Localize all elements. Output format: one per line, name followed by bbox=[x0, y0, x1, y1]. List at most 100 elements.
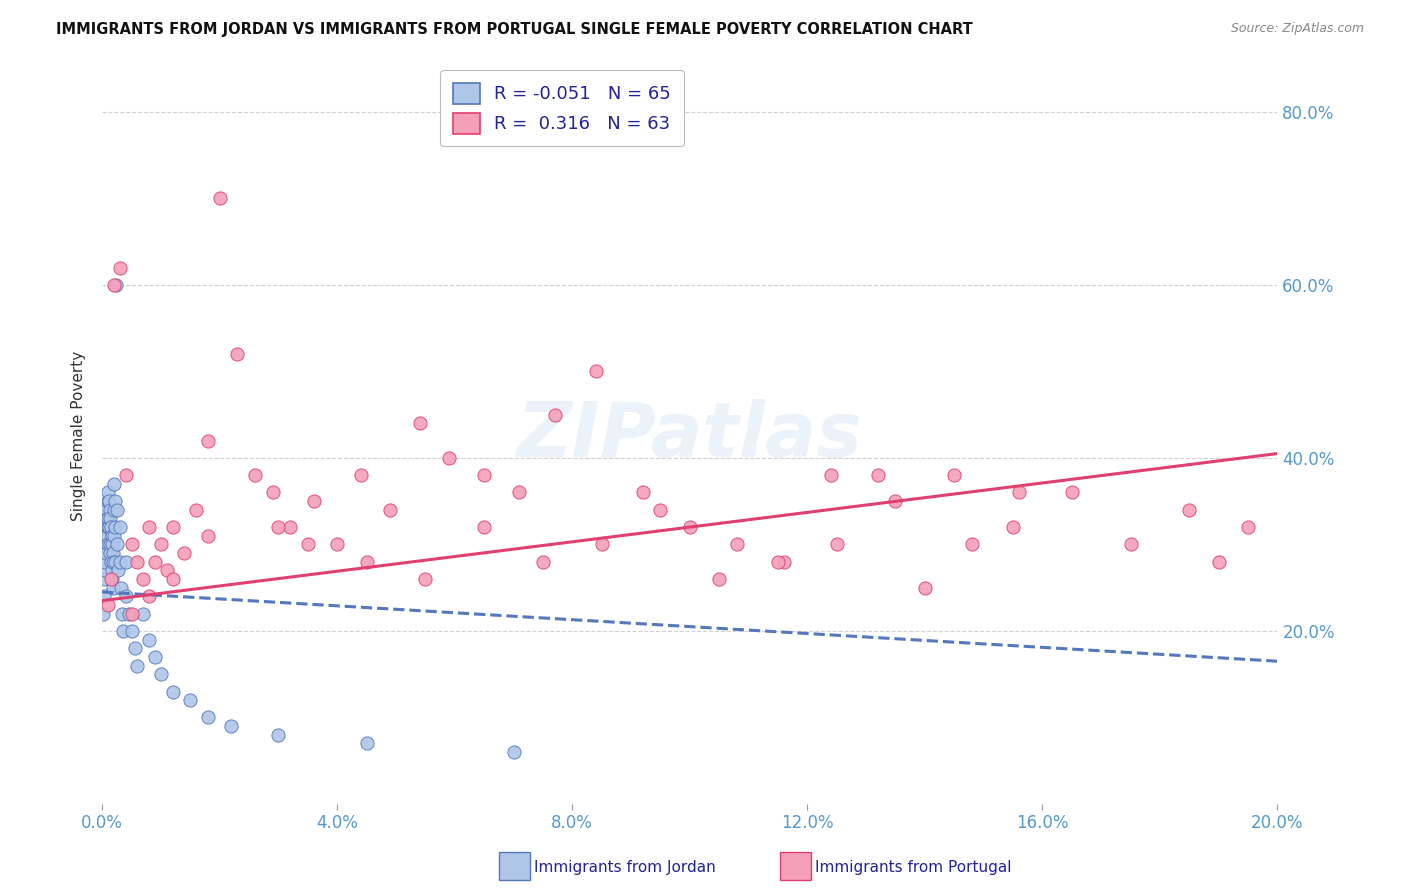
Point bbox=[96, 520, 118, 534]
Point bbox=[278, 520, 301, 534]
Point bbox=[100, 529, 122, 543]
Point bbox=[1208, 555, 1230, 569]
Y-axis label: Single Female Poverty: Single Female Poverty bbox=[72, 351, 86, 522]
Point bbox=[107, 563, 129, 577]
Point bbox=[118, 607, 141, 621]
Point bbox=[591, 537, 613, 551]
Text: ZIPatlas: ZIPatlas bbox=[517, 400, 863, 474]
Point bbox=[267, 520, 290, 534]
Point bbox=[132, 607, 155, 621]
Point bbox=[93, 572, 115, 586]
Point bbox=[267, 728, 290, 742]
Point bbox=[111, 607, 134, 621]
Point bbox=[1237, 520, 1260, 534]
Point bbox=[97, 537, 120, 551]
Text: IMMIGRANTS FROM JORDAN VS IMMIGRANTS FROM PORTUGAL SINGLE FEMALE POVERTY CORRELA: IMMIGRANTS FROM JORDAN VS IMMIGRANTS FRO… bbox=[56, 22, 973, 37]
Point bbox=[138, 632, 160, 647]
Point bbox=[197, 529, 219, 543]
Point bbox=[132, 572, 155, 586]
Point bbox=[110, 581, 132, 595]
Point bbox=[94, 511, 117, 525]
Point bbox=[472, 468, 495, 483]
Point bbox=[108, 555, 131, 569]
Point bbox=[103, 555, 125, 569]
Point bbox=[437, 450, 460, 465]
Point bbox=[162, 572, 184, 586]
Point bbox=[114, 468, 136, 483]
Point bbox=[356, 736, 378, 750]
Point bbox=[103, 476, 125, 491]
Point bbox=[543, 408, 565, 422]
Point bbox=[103, 529, 125, 543]
Point bbox=[173, 546, 195, 560]
Point bbox=[297, 537, 319, 551]
Point bbox=[208, 191, 231, 205]
Point bbox=[631, 485, 654, 500]
Point bbox=[100, 546, 122, 560]
Point bbox=[124, 641, 146, 656]
Point bbox=[679, 520, 702, 534]
Point bbox=[243, 468, 266, 483]
Legend: R = -0.051   N = 65, R =  0.316   N = 63: R = -0.051 N = 65, R = 0.316 N = 63 bbox=[440, 70, 683, 146]
Point bbox=[502, 745, 524, 759]
Point bbox=[103, 277, 125, 292]
Point bbox=[197, 710, 219, 724]
Point bbox=[585, 364, 607, 378]
Point bbox=[302, 494, 325, 508]
Point bbox=[508, 485, 530, 500]
Point bbox=[127, 555, 149, 569]
Point bbox=[104, 520, 127, 534]
Point bbox=[415, 572, 437, 586]
Point bbox=[114, 590, 136, 604]
Point bbox=[97, 511, 120, 525]
Point bbox=[94, 529, 117, 543]
Point bbox=[121, 607, 143, 621]
Point bbox=[97, 485, 120, 500]
Point bbox=[1060, 485, 1083, 500]
Point bbox=[143, 555, 166, 569]
Point bbox=[866, 468, 889, 483]
Point bbox=[108, 520, 131, 534]
Point bbox=[100, 555, 122, 569]
Point bbox=[179, 693, 201, 707]
Point bbox=[93, 607, 115, 621]
Point bbox=[149, 667, 172, 681]
Point bbox=[94, 555, 117, 569]
Point bbox=[121, 537, 143, 551]
Point bbox=[96, 529, 118, 543]
Point bbox=[350, 468, 373, 483]
Point bbox=[162, 684, 184, 698]
Point bbox=[378, 503, 401, 517]
Point bbox=[149, 537, 172, 551]
Point bbox=[103, 503, 125, 517]
Point bbox=[101, 572, 124, 586]
Point bbox=[1119, 537, 1142, 551]
Point bbox=[262, 485, 284, 500]
Point bbox=[772, 555, 794, 569]
Point bbox=[96, 494, 118, 508]
Point bbox=[103, 494, 125, 508]
Point bbox=[96, 503, 118, 517]
Point bbox=[766, 555, 789, 569]
Point bbox=[820, 468, 842, 483]
Point bbox=[356, 555, 378, 569]
Point bbox=[93, 546, 115, 560]
Point bbox=[709, 572, 731, 586]
Point bbox=[104, 555, 127, 569]
Point bbox=[127, 658, 149, 673]
Point bbox=[138, 590, 160, 604]
Point bbox=[98, 520, 121, 534]
Point bbox=[186, 503, 208, 517]
Point bbox=[101, 537, 124, 551]
Point bbox=[97, 598, 120, 612]
Point bbox=[98, 537, 121, 551]
Point bbox=[96, 520, 118, 534]
Point bbox=[408, 417, 430, 431]
Point bbox=[93, 590, 115, 604]
Point bbox=[914, 581, 936, 595]
Text: Source: ZipAtlas.com: Source: ZipAtlas.com bbox=[1230, 22, 1364, 36]
Point bbox=[121, 624, 143, 638]
Point bbox=[725, 537, 748, 551]
Point bbox=[114, 555, 136, 569]
Point bbox=[960, 537, 983, 551]
